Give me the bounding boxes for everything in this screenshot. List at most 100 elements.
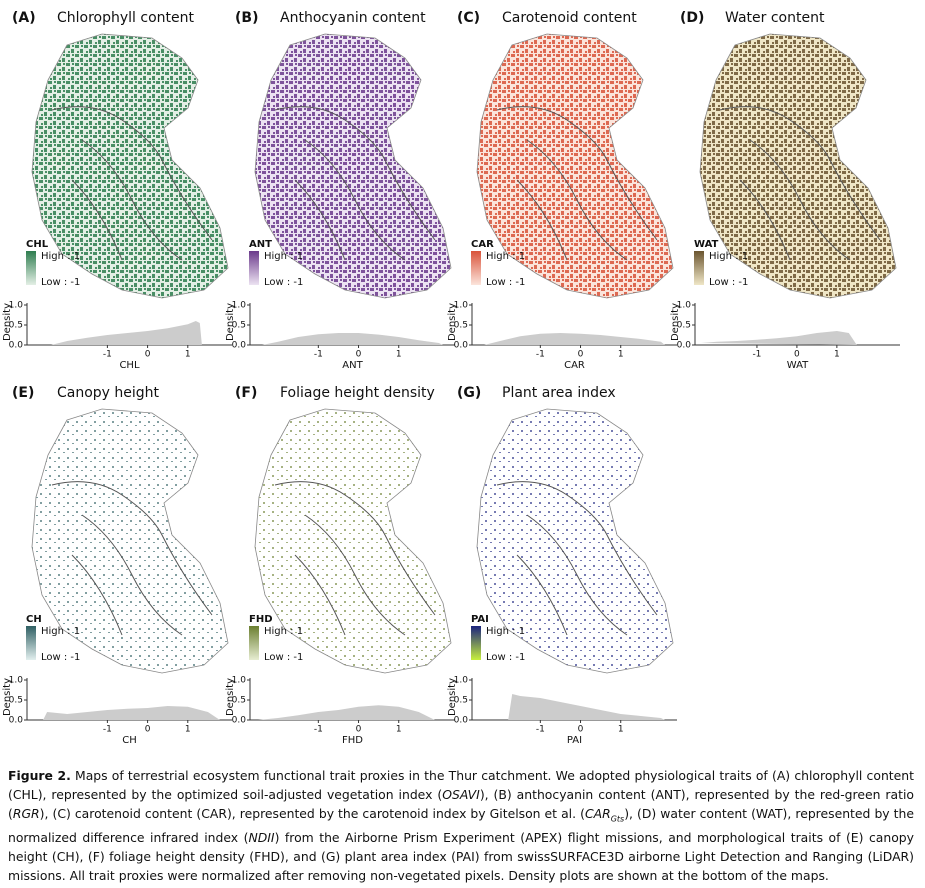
map [699, 33, 897, 299]
x-tick-label: 1 [396, 725, 402, 735]
x-axis-label: ANT [342, 360, 363, 371]
x-tick-label: 1 [618, 725, 624, 735]
legend-title: CH [26, 614, 42, 625]
caption-text: ), (B) anthocyanin content (ANT), repres… [8, 787, 914, 821]
map-boundaries [496, 106, 658, 261]
legend-title: CAR [471, 239, 494, 250]
legend-low: Low : -1 [41, 652, 80, 663]
legend-low: Low : -1 [486, 652, 525, 663]
legend-high: High : 1 [486, 251, 525, 262]
panel-letter: (F) [235, 385, 257, 401]
panel-letter: (A) [12, 10, 36, 26]
x-tick-label: -1 [536, 350, 545, 360]
map-boundaries [496, 481, 658, 636]
y-tick-label: 1.0 [677, 301, 692, 311]
density-area [51, 321, 202, 345]
panel-title: Carotenoid content [502, 10, 637, 26]
x-tick-label: 1 [185, 350, 191, 360]
legend-low: Low : -1 [709, 277, 748, 288]
map [31, 408, 229, 674]
panel-letter: (B) [235, 10, 258, 26]
y-tick-label: 0.0 [454, 716, 469, 726]
x-tick-label: 0 [356, 725, 362, 735]
panel-letter: (C) [457, 10, 480, 26]
y-tick-label: 0.5 [232, 696, 246, 706]
y-axis-label: Density [447, 303, 458, 341]
y-tick-label: 1.0 [232, 676, 247, 686]
legend-colorbar [694, 251, 704, 285]
legend-low: Low : -1 [41, 277, 80, 288]
legend-colorbar [471, 626, 481, 660]
map-boundaries [274, 481, 436, 636]
y-tick-label: 0.0 [677, 341, 692, 351]
panel-title: Water content [725, 10, 825, 26]
y-tick-label: 1.0 [232, 301, 247, 311]
caption-text: Maps of terrestrial ecosystem functional… [8, 768, 914, 802]
density-area [43, 706, 220, 720]
caption-text: ), (D) water content (WAT), represented … [8, 806, 915, 846]
y-tick-label: 0.0 [232, 716, 247, 726]
y-tick-label: 1.0 [9, 301, 24, 311]
panel-title: Chlorophyll content [57, 10, 195, 26]
y-axis-label: Density [225, 678, 236, 716]
x-axis-label: WAT [787, 360, 809, 371]
panel-title: Anthocyanin content [280, 10, 426, 26]
legend-low: Low : -1 [264, 277, 303, 288]
panel-letter: (G) [457, 385, 481, 401]
caption-text: NDII [248, 830, 275, 846]
x-axis-label: PAI [567, 735, 582, 746]
x-tick-label: -1 [314, 350, 323, 360]
legend-colorbar [26, 626, 36, 660]
y-axis-label: Density [447, 678, 458, 716]
x-tick-label: -1 [314, 725, 323, 735]
panel-title: Foliage height density [280, 385, 435, 401]
x-axis-label: FHD [342, 735, 363, 746]
map-boundaries [719, 106, 881, 261]
x-tick-label: 1 [185, 725, 191, 735]
y-tick-label: 0.0 [9, 341, 24, 351]
legend-title: PAI [471, 614, 489, 625]
y-tick-label: 1.0 [454, 676, 469, 686]
density-area [258, 705, 435, 720]
caption-text: RGR [12, 806, 40, 821]
y-tick-label: 1.0 [9, 676, 24, 686]
legend-colorbar [249, 251, 259, 285]
y-tick-label: 0.5 [9, 321, 23, 331]
x-tick-label: 0 [578, 350, 584, 360]
caption-text: ) from the Airborne Prism Experiment (AP… [8, 830, 914, 884]
density-area [484, 333, 665, 345]
x-tick-label: -1 [536, 725, 545, 735]
x-tick-label: 0 [794, 350, 800, 360]
x-tick-label: 1 [396, 350, 402, 360]
y-tick-label: 0.5 [677, 321, 691, 331]
panel-letter: (E) [12, 385, 34, 401]
map-boundaries [274, 106, 436, 261]
caption-text: ), (C) carotenoid content (CAR), represe… [39, 806, 585, 821]
legend-high: High : 1 [264, 251, 303, 262]
y-tick-label: 0.5 [454, 696, 468, 706]
legend-colorbar [249, 626, 259, 660]
legend-low: Low : -1 [486, 277, 525, 288]
legend-low: Low : -1 [264, 652, 303, 663]
legend-high: High : 1 [41, 626, 80, 637]
x-axis-label: CHL [119, 360, 140, 371]
y-tick-label: 0.5 [454, 321, 468, 331]
y-tick-label: 1.0 [454, 301, 469, 311]
density-area [701, 331, 857, 345]
caption-text: CAR [584, 806, 611, 821]
y-tick-label: 0.0 [9, 716, 24, 726]
legend-high: High : 1 [486, 626, 525, 637]
legend-high: High : 1 [709, 251, 748, 262]
legend-title: ANT [249, 239, 272, 250]
legend-title: CHL [26, 239, 49, 250]
x-tick-label: 0 [145, 725, 151, 735]
x-tick-label: -1 [103, 350, 112, 360]
y-tick-label: 0.0 [232, 341, 247, 351]
